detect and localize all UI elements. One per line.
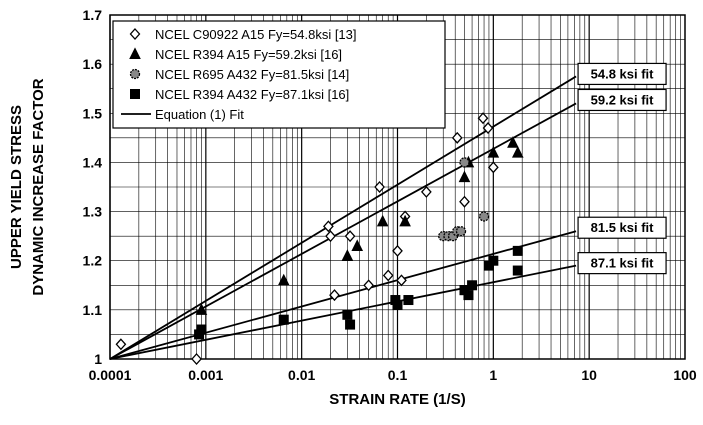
data-point-diamond: [115, 338, 127, 351]
data-point-triangle: [487, 145, 500, 158]
x-tick-label: 100: [673, 367, 697, 383]
y-axis-title-line-2: DYNAMIC INCREASE FACTOR: [30, 78, 47, 295]
fit-label-box: [577, 62, 667, 86]
x-tick-label: 10: [581, 367, 597, 383]
legend-entry-label: NCEL C90922 A15 Fy=54.8ksi [13]: [155, 27, 357, 42]
data-point-triangle: [195, 303, 208, 315]
data-point-square: [130, 89, 140, 99]
data-point-triangle: [458, 170, 471, 183]
fit-label: 59.2 ksi fit: [591, 92, 655, 107]
data-point-triangle: [351, 239, 364, 251]
data-point-hatched-circle: [129, 68, 141, 80]
data-point-square: [467, 280, 478, 291]
data-point-square: [196, 324, 207, 335]
data-point-square: [512, 265, 523, 276]
data-point-triangle: [399, 214, 411, 227]
data-point-diamond: [477, 112, 489, 125]
data-point-diamond: [323, 220, 334, 233]
fit-label-box: [577, 88, 667, 112]
data-point-triangle: [507, 136, 519, 148]
x-tick-label: 0.1: [388, 367, 408, 383]
data-point-triangle: [129, 47, 141, 59]
y-tick-label: 1.2: [83, 253, 103, 269]
data-point-triangle: [277, 273, 290, 286]
legend-entry-label: Equation (1) Fit: [155, 107, 244, 122]
data-point-square: [345, 319, 356, 330]
plot-frame: [109, 14, 686, 360]
data-point-square: [512, 245, 523, 256]
y-tick-label: 1.3: [83, 204, 103, 220]
fit-label-box: [577, 216, 667, 239]
data-point-square: [278, 314, 289, 325]
data-point-diamond: [129, 28, 141, 40]
fit-line: [109, 75, 577, 360]
data-points: [115, 112, 524, 365]
data-point-diamond: [420, 185, 432, 198]
y-axis-title-line-1: UPPER YIELD STRESS: [8, 105, 25, 269]
data-point-diamond: [392, 244, 403, 257]
y-tick-label: 1.5: [83, 105, 103, 121]
legend-entry-label: NCEL R394 A15 Fy=59.2ksi [16]: [155, 47, 342, 62]
data-point-square: [463, 290, 474, 301]
data-point-diamond: [363, 279, 375, 292]
data-point-diamond: [344, 230, 356, 243]
x-tick-label: 0.01: [288, 367, 315, 383]
fit-label: 87.1 ksi fit: [591, 256, 655, 271]
data-point-diamond: [487, 161, 499, 174]
y-tick-label: 1: [94, 351, 102, 367]
data-point-diamond: [459, 195, 470, 208]
x-axis-title: STRAIN RATE (1/S): [329, 391, 465, 408]
y-tick-label: 1.7: [83, 7, 103, 23]
x-tick-label: 0.0001: [89, 367, 132, 383]
data-point-square: [392, 299, 403, 310]
data-point-hatched-circle: [478, 211, 490, 222]
data-point-diamond: [191, 353, 202, 365]
data-point-hatched-circle: [455, 226, 467, 237]
fit-label: 54.8 ksi fit: [591, 66, 655, 81]
fit-label: 81.5 ksi fit: [591, 220, 655, 235]
legend-entry-label: NCEL R394 A432 Fy=87.1ksi [16]: [155, 87, 349, 102]
y-tick-label: 1.6: [83, 56, 103, 72]
axis-ticks: 0.0001 0.001 0.01 0.1 1 10 100 1 1.1 1.2 1.3 1.4 1.5…: [83, 7, 697, 383]
data-point-triangle: [376, 214, 389, 227]
legend-entry-label: NCEL R695 A432 Fy=81.5ksi [14]: [155, 67, 349, 82]
data-point-square: [488, 255, 499, 266]
data-point-square: [342, 309, 353, 320]
data-point-hatched-circle: [459, 157, 470, 168]
data-point-triangle: [511, 145, 524, 158]
x-tick-label: 1: [489, 367, 497, 383]
data-point-diamond: [325, 230, 336, 243]
legend: NCEL C90922 A15 Fy=54.8ksi [13] NCEL R394…: [112, 20, 446, 129]
data-point-diamond: [329, 289, 340, 302]
y-tick-label: 1.4: [83, 154, 103, 170]
x-tick-label: 0.001: [188, 367, 223, 383]
data-point-triangle: [341, 249, 354, 261]
data-point-diamond: [382, 269, 394, 282]
fit-line: [109, 102, 577, 360]
fit-lines: 54.8 ksi fit 59.2 ksi fit 81.5 ksi fit 87.1…: [109, 62, 667, 360]
y-tick-label: 1.1: [83, 302, 103, 318]
data-point-square: [403, 295, 414, 306]
fit-line: [109, 230, 577, 360]
data-point-diamond: [374, 181, 385, 193]
data-point-diamond: [451, 131, 463, 144]
data-point-diamond: [396, 274, 407, 287]
data-point-diamond: [482, 122, 494, 135]
fit-label-box: [577, 252, 667, 275]
legend-box: [112, 20, 446, 129]
